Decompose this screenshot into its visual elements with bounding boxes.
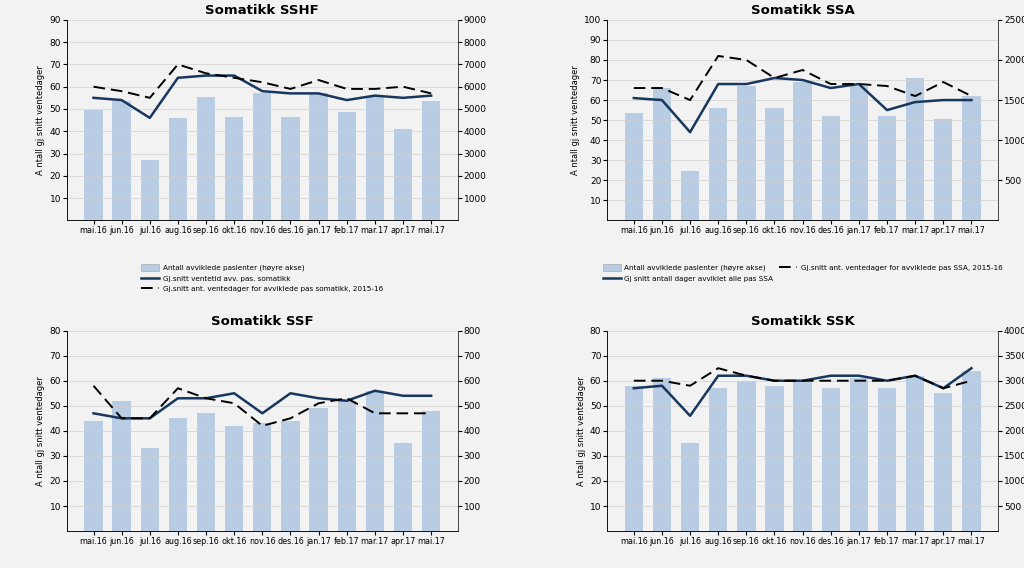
Bar bbox=[84, 421, 102, 531]
Bar bbox=[394, 129, 412, 220]
Bar bbox=[113, 101, 131, 220]
Bar bbox=[225, 117, 244, 220]
Title: Somatikk SSF: Somatikk SSF bbox=[211, 315, 313, 328]
Bar bbox=[113, 401, 131, 531]
Legend: Antall avviklede pasienter (høyre akse), Gj snitt antall dager avviklet alle pas: Antall avviklede pasienter (høyre akse),… bbox=[603, 264, 1002, 282]
Bar bbox=[737, 381, 756, 531]
Bar bbox=[653, 378, 671, 531]
Bar bbox=[794, 82, 812, 220]
Bar bbox=[681, 170, 699, 220]
Bar bbox=[821, 116, 840, 220]
Bar bbox=[625, 113, 643, 220]
Bar bbox=[197, 414, 215, 531]
Bar bbox=[253, 93, 271, 220]
Bar bbox=[140, 448, 159, 531]
Bar bbox=[794, 381, 812, 531]
Bar bbox=[878, 389, 896, 531]
Bar bbox=[709, 389, 727, 531]
Bar bbox=[366, 391, 384, 531]
Title: Somatikk SSA: Somatikk SSA bbox=[751, 5, 854, 18]
Bar bbox=[338, 401, 356, 531]
Bar bbox=[821, 389, 840, 531]
Legend: Antall avviklede pasienter (høyre akse), Gj.snitt ventetid avv. pas. somatikk, G: Antall avviklede pasienter (høyre akse),… bbox=[141, 264, 383, 292]
Title: Somatikk SSK: Somatikk SSK bbox=[751, 315, 854, 328]
Bar bbox=[850, 378, 868, 531]
Bar bbox=[338, 112, 356, 220]
Bar bbox=[681, 444, 699, 531]
Bar bbox=[422, 101, 440, 220]
Bar bbox=[653, 88, 671, 220]
Bar bbox=[963, 96, 981, 220]
Bar bbox=[169, 418, 187, 531]
Title: Somatikk SSHF: Somatikk SSHF bbox=[206, 5, 319, 18]
Bar bbox=[282, 117, 300, 220]
Bar bbox=[366, 95, 384, 220]
Bar bbox=[934, 119, 952, 220]
Bar bbox=[253, 423, 271, 531]
Bar bbox=[963, 371, 981, 531]
Bar bbox=[140, 160, 159, 220]
Bar bbox=[850, 86, 868, 220]
Bar bbox=[906, 375, 925, 531]
Bar bbox=[765, 108, 783, 220]
Bar bbox=[169, 118, 187, 220]
Bar bbox=[878, 116, 896, 220]
Bar bbox=[84, 110, 102, 220]
Y-axis label: A ntall gj snitt ventedager: A ntall gj snitt ventedager bbox=[36, 65, 45, 175]
Bar bbox=[282, 421, 300, 531]
Bar bbox=[309, 93, 328, 220]
Y-axis label: A ntall gj snitt ventedager: A ntall gj snitt ventedager bbox=[571, 65, 580, 175]
Bar bbox=[309, 408, 328, 531]
Bar bbox=[934, 393, 952, 531]
Bar bbox=[225, 426, 244, 531]
Bar bbox=[394, 444, 412, 531]
Bar bbox=[197, 97, 215, 220]
Y-axis label: A ntall gj snitt ventedager: A ntall gj snitt ventedager bbox=[577, 376, 586, 486]
Bar bbox=[737, 86, 756, 220]
Bar bbox=[765, 386, 783, 531]
Y-axis label: A ntall gj snitt ventedager: A ntall gj snitt ventedager bbox=[36, 376, 45, 486]
Bar bbox=[625, 386, 643, 531]
Bar bbox=[422, 411, 440, 531]
Bar bbox=[906, 78, 925, 220]
Bar bbox=[709, 108, 727, 220]
